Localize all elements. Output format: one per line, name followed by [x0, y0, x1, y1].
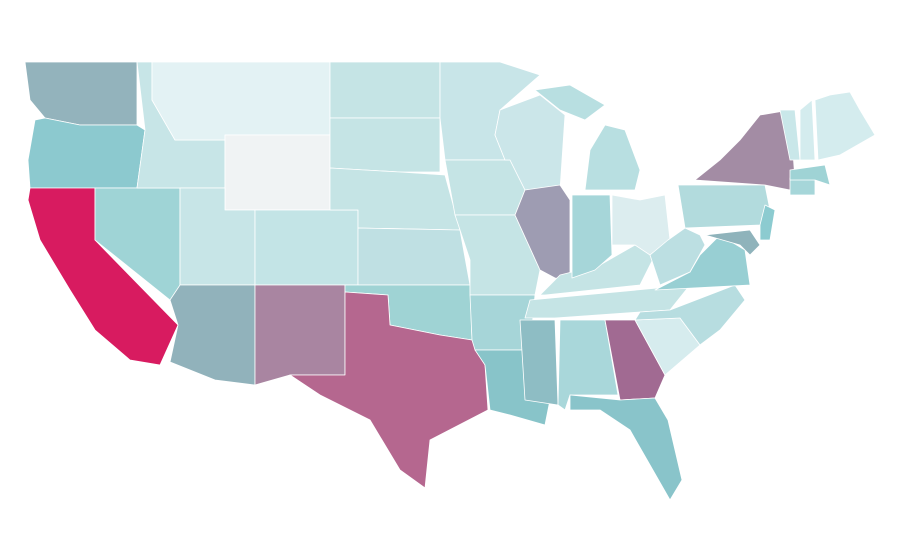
state	[224, 134, 331, 211]
state	[694, 109, 796, 191]
state	[254, 284, 346, 386]
state	[289, 291, 489, 489]
state	[759, 204, 776, 241]
state	[519, 319, 559, 406]
state	[151, 61, 331, 141]
state	[677, 184, 771, 229]
state	[571, 194, 613, 279]
state	[169, 284, 256, 386]
state	[569, 394, 683, 501]
state	[604, 319, 666, 401]
state	[24, 61, 138, 126]
state	[534, 84, 606, 121]
state	[444, 159, 526, 216]
state	[799, 99, 816, 161]
state	[329, 117, 441, 173]
state	[704, 229, 761, 256]
state	[27, 117, 146, 189]
state	[584, 124, 641, 191]
state	[254, 209, 359, 286]
state	[814, 91, 876, 161]
state	[357, 227, 471, 286]
state	[634, 284, 746, 346]
state	[649, 227, 706, 286]
state	[789, 164, 831, 186]
state	[329, 61, 441, 119]
